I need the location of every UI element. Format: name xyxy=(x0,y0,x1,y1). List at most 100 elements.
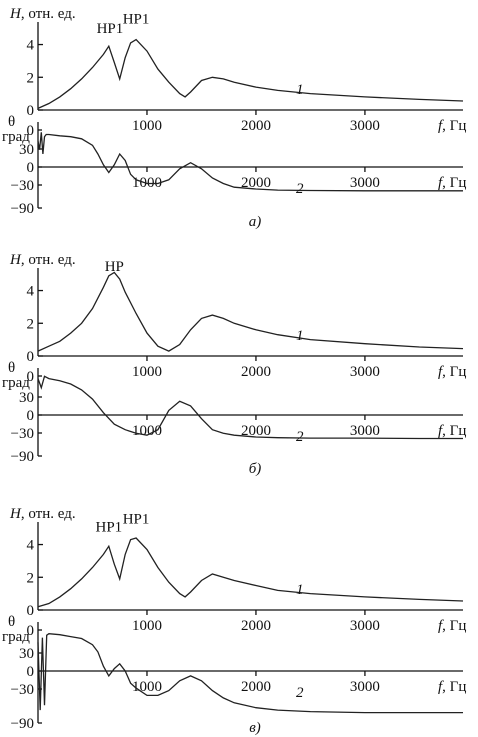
phase-y-axis-var: θ xyxy=(8,360,15,376)
phase-y-tick-label: 0 xyxy=(27,369,35,385)
peak-annotation: НР xyxy=(105,259,124,275)
phase-curve xyxy=(37,132,463,192)
phase-curve-label: 2 xyxy=(296,685,304,701)
phase-y-tick-label: 30 xyxy=(19,142,34,158)
x-axis-label: f, Гц xyxy=(438,364,466,380)
phase-y-tick-label: −90 xyxy=(11,449,34,465)
phase-x-axis-label-unit: , Гц xyxy=(442,423,466,439)
panel-label: б) xyxy=(249,461,262,477)
x-axis-label: f, Гц xyxy=(438,118,466,134)
y-tick-label: 2 xyxy=(27,316,35,332)
phase-y-tick-label: 0 xyxy=(27,623,35,639)
phase-x-axis-label-var: f xyxy=(438,423,444,439)
phase-x-tick-label: 1000 xyxy=(132,423,162,439)
phase-y-axis-unit: град xyxy=(2,375,30,391)
y-axis-label-unit: , отн. ед. xyxy=(21,252,76,268)
x-tick-label: 2000 xyxy=(241,118,271,134)
phase-y-tick-label: 0 xyxy=(27,160,35,176)
phase-y-tick-label: −30 xyxy=(11,178,34,194)
phase-x-axis-label: f, Гц xyxy=(438,423,466,439)
phase-x-axis-label-var: f xyxy=(438,175,444,191)
x-axis-label: f, Гц xyxy=(438,618,466,634)
y-tick-label: 4 xyxy=(27,538,35,554)
x-axis-label-unit: , Гц xyxy=(442,618,466,634)
y-axis-label-var: H xyxy=(9,252,22,268)
panel-label: в) xyxy=(249,720,261,736)
y-axis-label: H, отн. ед. xyxy=(9,6,76,22)
x-tick-label: 1000 xyxy=(132,364,162,380)
x-axis-label-var: f xyxy=(438,364,444,380)
phase-x-tick-label: 2000 xyxy=(241,423,271,439)
y-axis-label: H, отн. ед. xyxy=(9,252,76,268)
phase-x-tick-label: 2000 xyxy=(241,679,271,695)
phase-y-tick-label: −90 xyxy=(11,716,34,732)
phase-y-tick-label: −30 xyxy=(11,682,34,698)
y-axis-label-var: H xyxy=(9,6,22,22)
amplitude-curve xyxy=(37,38,464,109)
y-tick-label: 0 xyxy=(27,349,35,365)
x-tick-label: 3000 xyxy=(350,118,380,134)
phase-curve xyxy=(37,633,463,714)
y-tick-label: 4 xyxy=(27,284,35,300)
x-tick-label: 1000 xyxy=(132,118,162,134)
phase-x-tick-label: 1000 xyxy=(132,679,162,695)
y-axis-label: H, отн. ед. xyxy=(9,506,76,522)
phase-y-tick-label: 30 xyxy=(19,646,34,662)
phase-x-axis-label: f, Гц xyxy=(438,175,466,191)
peak-annotation: НР1 xyxy=(123,11,150,27)
y-tick-label: 2 xyxy=(27,570,35,586)
x-axis-label-var: f xyxy=(438,118,444,134)
phase-curve-label: 2 xyxy=(296,181,304,197)
y-axis-label-unit: , отн. ед. xyxy=(21,506,76,522)
phase-y-axis-unit: град xyxy=(2,129,30,145)
phase-y-tick-label: 0 xyxy=(27,123,35,139)
y-tick-label: 2 xyxy=(27,70,35,86)
phase-y-axis-unit: град xyxy=(2,629,30,645)
phase-y-tick-label: 0 xyxy=(27,408,35,424)
y-tick-label: 4 xyxy=(27,38,35,54)
x-tick-label: 3000 xyxy=(350,364,380,380)
x-tick-label: 2000 xyxy=(241,364,271,380)
phase-y-tick-label: −30 xyxy=(11,426,34,442)
x-axis-label-unit: , Гц xyxy=(442,118,466,134)
x-tick-label: 1000 xyxy=(132,618,162,634)
phase-y-tick-label: 0 xyxy=(27,664,35,680)
phase-x-axis-label: f, Гц xyxy=(438,679,466,695)
phase-x-axis-label-unit: , Гц xyxy=(442,679,466,695)
x-tick-label: 2000 xyxy=(241,618,271,634)
phase-x-tick-label: 2000 xyxy=(241,175,271,191)
panel-label: a) xyxy=(249,214,262,230)
phase-x-axis-label-var: f xyxy=(438,679,444,695)
phase-curve xyxy=(37,375,463,440)
peak-annotation: НР1 xyxy=(95,519,122,535)
phase-x-tick-label: 3000 xyxy=(350,175,380,191)
curve-label: 1 xyxy=(296,82,304,98)
phase-x-tick-label: 3000 xyxy=(350,679,380,695)
phase-y-tick-label: 30 xyxy=(19,390,34,406)
curve-label: 1 xyxy=(296,328,304,344)
phase-y-tick-label: −90 xyxy=(11,201,34,217)
peak-annotation: НР1 xyxy=(97,21,124,37)
amplitude-plot: 0 2 4 1000 2000 3000 H, отн. ед. f, Гц 1 НР xyxy=(9,252,466,380)
phase-x-tick-label: 3000 xyxy=(350,423,380,439)
y-tick-label: 0 xyxy=(27,603,35,619)
phase-curve-label: 2 xyxy=(296,429,304,445)
y-axis-label-var: H xyxy=(9,506,22,522)
x-axis-label-unit: , Гц xyxy=(442,364,466,380)
amplitude-curve xyxy=(37,271,464,352)
phase-x-axis-label-unit: , Гц xyxy=(442,175,466,191)
x-axis-label-var: f xyxy=(438,618,444,634)
y-axis-label-unit: , отн. ед. xyxy=(21,6,76,22)
curve-label: 1 xyxy=(296,582,304,598)
amplitude-curve xyxy=(37,537,464,608)
phase-y-axis-var: θ xyxy=(8,114,15,130)
phase-y-axis-var: θ xyxy=(8,614,15,630)
